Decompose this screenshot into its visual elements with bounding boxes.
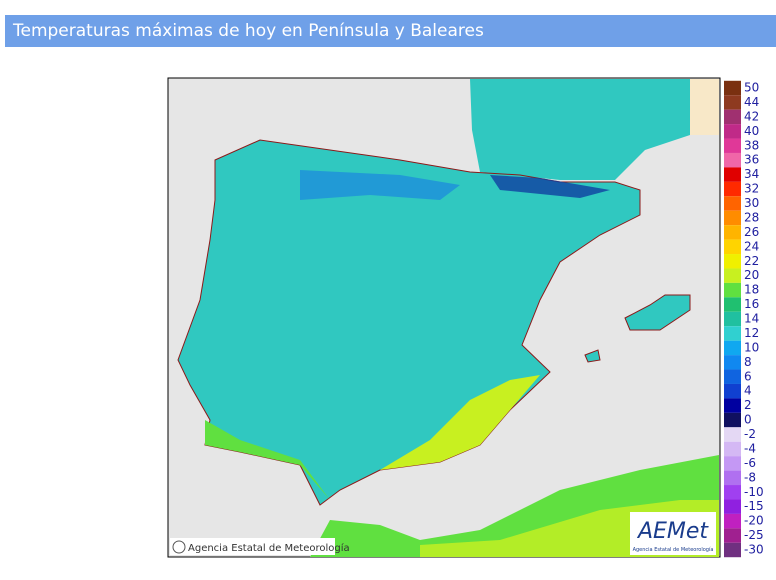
legend-label: 36 — [744, 153, 759, 167]
legend-label: 16 — [744, 297, 759, 311]
legend-label: 8 — [744, 355, 752, 369]
legend-label: 18 — [744, 283, 759, 297]
legend-label: 20 — [744, 268, 759, 282]
pyrenees — [490, 175, 610, 198]
legend-swatch — [724, 210, 741, 226]
legend-label: 2 — [744, 398, 752, 412]
legend-swatch — [724, 456, 741, 471]
legend-swatch — [724, 528, 741, 543]
legend-swatch — [724, 239, 741, 255]
baleares — [624, 294, 691, 331]
legend-swatch — [724, 340, 741, 356]
warm-area — [380, 375, 540, 470]
legend-label: 12 — [744, 326, 759, 340]
legend-swatch — [724, 311, 741, 327]
legend-label: 4 — [744, 384, 752, 398]
cold-area — [300, 170, 460, 200]
legend-swatch — [724, 427, 741, 442]
legend-label: -15 — [744, 499, 764, 513]
legend-label: 32 — [744, 182, 759, 196]
legend-label: 22 — [744, 254, 759, 268]
logo-box — [630, 512, 716, 555]
legend-swatch — [724, 268, 741, 283]
legend-swatch — [724, 485, 741, 500]
legend-swatch — [724, 513, 741, 529]
copyright-icon — [172, 540, 186, 554]
legend-swatch — [724, 383, 741, 399]
legend-label: 50 — [744, 81, 759, 95]
legend-label: -8 — [744, 470, 756, 484]
legend-swatch — [724, 181, 741, 197]
credit: Agencia Estatal de Meteorología — [188, 542, 350, 554]
title-bar: Temperaturas máximas de hoy en Península… — [5, 15, 776, 47]
legend-label: 26 — [744, 225, 759, 239]
warm-area — [205, 420, 330, 500]
legend-swatch — [724, 152, 741, 168]
legend-label: -6 — [744, 456, 756, 470]
legend-label: 34 — [744, 167, 759, 181]
legend-swatch — [724, 282, 741, 298]
legend-swatch — [724, 412, 741, 428]
legend-label: -30 — [744, 543, 764, 557]
legend-label: -25 — [744, 528, 764, 542]
legend-swatch — [724, 398, 741, 413]
ibiza — [584, 349, 601, 363]
legend-label: 0 — [744, 413, 752, 427]
legend-swatch — [724, 95, 741, 110]
legend-swatch — [724, 297, 741, 312]
legend-swatch — [724, 254, 741, 269]
credit-box — [170, 538, 335, 555]
legend-swatch — [724, 499, 741, 514]
legend-label: 24 — [744, 239, 759, 253]
legend-swatch — [724, 542, 741, 558]
legend-swatch — [724, 326, 741, 341]
legend-label: -10 — [744, 485, 764, 499]
legend-swatch — [724, 167, 741, 182]
legend-label: 28 — [744, 210, 759, 224]
france — [470, 79, 690, 180]
legend-swatch — [724, 355, 741, 370]
legend-label: 14 — [744, 312, 759, 326]
legend-swatch — [724, 124, 741, 139]
legend-label: 40 — [744, 124, 759, 138]
legend-swatch — [724, 225, 741, 240]
legend-label: 10 — [744, 340, 759, 354]
legend-swatch — [724, 138, 741, 153]
logo-subtitle: Agencia Estatal de Meteorología — [633, 546, 714, 553]
title: Temperaturas máximas de hoy en Península… — [13, 21, 484, 41]
legend-swatch — [724, 80, 741, 96]
legend-swatch — [724, 369, 741, 384]
legend-label: -20 — [744, 514, 764, 528]
legend-label: -4 — [744, 441, 756, 455]
legend-label: 38 — [744, 138, 759, 152]
legend-swatch — [724, 109, 741, 125]
legend-label: -2 — [744, 427, 756, 441]
legend-label: 30 — [744, 196, 759, 210]
legend-swatch — [724, 196, 741, 211]
legend-label: 6 — [744, 369, 752, 383]
legend-swatch — [724, 441, 741, 457]
legend-label: 42 — [744, 109, 759, 123]
logo: AEMet — [636, 519, 709, 544]
legend-swatch — [724, 470, 741, 486]
legend-label: 44 — [744, 95, 759, 109]
land-outside — [690, 79, 719, 135]
